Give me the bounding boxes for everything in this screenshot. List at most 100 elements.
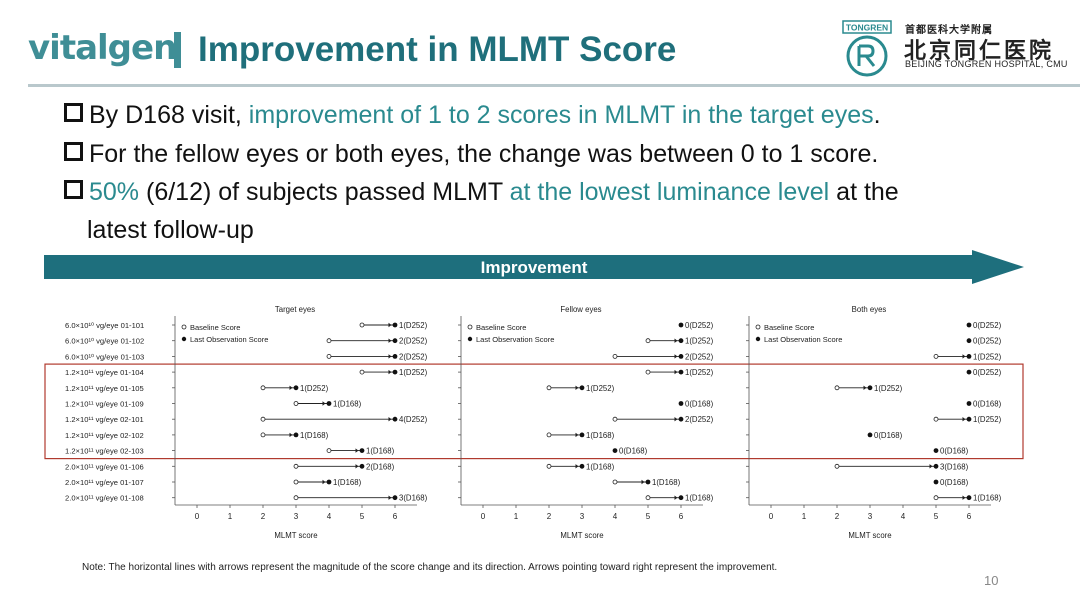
baseline-point — [260, 385, 266, 391]
last-observation-point — [579, 432, 585, 438]
x-tick-label: 5 — [360, 512, 365, 521]
change-arrowhead — [962, 495, 966, 500]
legend-baseline-label: Baseline Score — [764, 323, 814, 332]
change-label: 1(D168) — [366, 447, 395, 456]
baseline-point — [293, 463, 299, 469]
subject-label: 6.0×10¹⁰ vg/eye 01-102 — [65, 337, 144, 346]
bullet-3: 50% (6/12) of subjects passed MLMT at th… — [64, 177, 899, 207]
legend-baseline-marker — [467, 324, 473, 330]
last-observation-point — [933, 448, 939, 453]
change-arrowhead — [388, 322, 392, 328]
last-observation-point — [966, 416, 972, 422]
last-observation-point — [933, 463, 939, 469]
change-label: 2(D168) — [366, 462, 395, 471]
change-arrowhead — [388, 369, 392, 375]
footnote: Note: The horizontal lines with arrows r… — [82, 562, 778, 573]
bullet-3-percent: 50% — [89, 178, 140, 206]
baseline-point — [293, 479, 299, 485]
bullet-box-icon — [64, 180, 83, 199]
bullet-3-end: at the — [829, 178, 899, 206]
x-tick-label: 2 — [261, 512, 266, 521]
hospital-badge-icon: TONGREN — [842, 20, 892, 77]
improvement-arrow-label: Improvement — [480, 258, 588, 277]
panel-title: Fellow eyes — [560, 305, 601, 314]
x-axis-label: MLMT score — [848, 531, 891, 540]
x-axis-label: MLMT score — [274, 531, 317, 540]
badge-letter — [857, 44, 876, 67]
last-observation-point — [966, 401, 972, 406]
subject-label: 1.2×10¹¹ vg/eye 02-102 — [65, 431, 144, 440]
subject-label: 1.2×10¹¹ vg/eye 02-103 — [65, 447, 144, 456]
change-arrowhead — [289, 385, 293, 390]
bullet-1-text: By D168 visit, — [89, 101, 249, 129]
hospital-name-en: BEIJING TONGREN HOSPITAL, CMU — [905, 59, 1068, 69]
legend-last-marker — [467, 336, 473, 342]
page-number: 10 — [984, 573, 999, 588]
change-arrowhead — [674, 417, 678, 422]
change-label: 1(D252) — [973, 352, 1002, 361]
legend-last-label: Last Observation Score — [764, 335, 842, 344]
legend-last-label: Last Observation Score — [190, 335, 268, 344]
last-observation-point — [966, 495, 972, 501]
last-observation-point — [359, 448, 365, 453]
x-tick-label: 1 — [514, 512, 519, 521]
last-observation-point — [678, 369, 684, 375]
last-observation-point — [966, 322, 972, 328]
change-label: 0(D252) — [685, 321, 714, 330]
baseline-point — [933, 354, 939, 359]
baseline-point — [933, 495, 939, 501]
change-arrowhead — [674, 369, 678, 375]
x-tick-label: 2 — [835, 512, 840, 521]
last-observation-point — [678, 495, 684, 501]
change-arrowhead — [863, 385, 867, 390]
badge-text: TONGREN — [846, 23, 888, 33]
x-tick-label: 3 — [868, 512, 873, 521]
x-tick-label: 0 — [195, 512, 200, 521]
baseline-point — [612, 416, 618, 422]
legend-last-label: Last Observation Score — [476, 335, 554, 344]
bullet-3-text: (6/12) of subjects passed MLMT — [139, 178, 510, 206]
bullet-3-continuation: latest follow-up — [87, 216, 254, 244]
baseline-point — [260, 416, 266, 422]
change-arrowhead — [289, 432, 293, 438]
last-observation-point — [966, 354, 972, 359]
baseline-point — [359, 322, 365, 328]
legend-baseline-marker — [181, 324, 187, 330]
subject-label: 1.2×10¹¹ vg/eye 01-109 — [65, 400, 144, 409]
baseline-point — [645, 338, 651, 344]
change-arrowhead — [575, 385, 579, 390]
last-observation-point — [579, 385, 585, 391]
dose-highlight-box — [44, 363, 1024, 460]
change-label: 0(D168) — [685, 400, 714, 409]
last-observation-point — [392, 495, 398, 501]
baseline-point — [546, 385, 552, 391]
change-label: 1(D252) — [399, 321, 428, 330]
last-observation-point — [678, 416, 684, 422]
subject-label: 1.2×10¹¹ vg/eye 01-105 — [65, 384, 144, 393]
last-observation-point — [392, 369, 398, 375]
change-arrowhead — [322, 479, 326, 485]
change-label: 1(D252) — [300, 384, 329, 393]
hospital-affiliation: 首都医科大学附属 — [905, 25, 993, 36]
x-tick-label: 4 — [613, 512, 618, 521]
change-label: 1(D168) — [586, 431, 615, 440]
x-tick-label: 1 — [228, 512, 233, 521]
change-label: 2(D252) — [685, 415, 714, 424]
baseline-point — [645, 495, 651, 501]
change-label: 0(D168) — [619, 447, 648, 456]
x-tick-label: 6 — [393, 512, 398, 521]
change-arrowhead — [388, 338, 392, 343]
baseline-point — [933, 416, 939, 422]
change-label: 0(D168) — [973, 400, 1002, 409]
bullet-box-icon — [64, 103, 83, 122]
baseline-point — [326, 448, 332, 454]
subject-label: 1.2×10¹¹ vg/eye 02-101 — [65, 415, 144, 424]
change-arrowhead — [388, 417, 392, 422]
panel-title: Both eyes — [852, 305, 887, 314]
x-tick-label: 0 — [769, 512, 774, 521]
baseline-point — [834, 463, 840, 469]
baseline-point — [645, 369, 651, 375]
change-label: 4(D252) — [399, 415, 428, 424]
baseline-point — [546, 463, 552, 469]
header-divider — [28, 84, 1080, 87]
